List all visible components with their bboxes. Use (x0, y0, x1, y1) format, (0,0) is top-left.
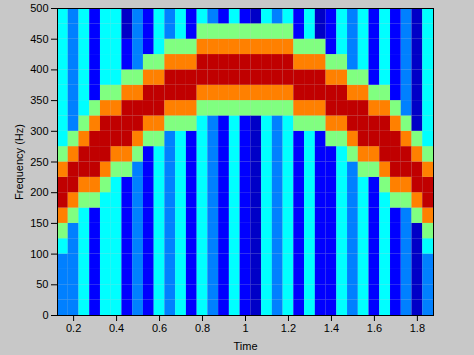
svg-text:0: 0 (42, 309, 48, 321)
svg-text:100: 100 (30, 248, 48, 260)
svg-text:Frequency (Hz): Frequency (Hz) (13, 124, 25, 200)
svg-text:250: 250 (30, 156, 48, 168)
svg-text:200: 200 (30, 186, 48, 198)
svg-text:0.6: 0.6 (152, 322, 167, 334)
svg-text:1.6: 1.6 (367, 322, 382, 334)
svg-text:1.4: 1.4 (324, 322, 339, 334)
svg-text:350: 350 (30, 94, 48, 106)
svg-text:1.2: 1.2 (281, 322, 296, 334)
svg-text:1.8: 1.8 (410, 322, 425, 334)
svg-text:0.8: 0.8 (195, 322, 210, 334)
svg-text:Time: Time (233, 340, 257, 352)
svg-text:450: 450 (30, 33, 48, 45)
svg-text:50: 50 (36, 278, 48, 290)
svg-text:0.4: 0.4 (109, 322, 124, 334)
svg-text:300: 300 (30, 125, 48, 137)
svg-text:0.2: 0.2 (66, 322, 81, 334)
svg-text:1: 1 (242, 322, 248, 334)
svg-text:500: 500 (30, 2, 48, 14)
svg-text:150: 150 (30, 217, 48, 229)
svg-text:400: 400 (30, 63, 48, 75)
